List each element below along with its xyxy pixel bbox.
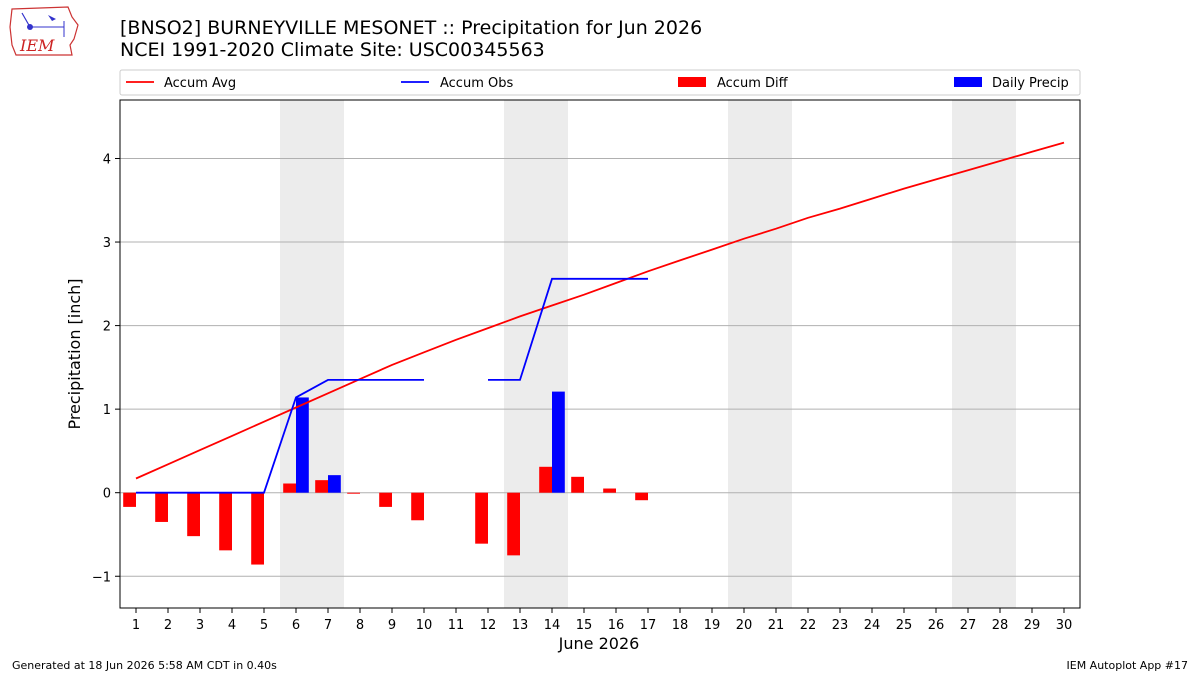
x-tick-label: 11 [448, 618, 465, 633]
daily-precip-bar [552, 391, 565, 493]
accum-diff-bar [315, 480, 328, 493]
x-tick-label: 30 [1056, 618, 1073, 633]
legend-box [119, 69, 1081, 96]
legend-swatch-daily-precip [954, 77, 982, 87]
plot-frame [119, 99, 1081, 609]
x-tick-label: 9 [388, 618, 396, 633]
x-tick-label: 13 [512, 618, 529, 633]
accum-diff-bar [155, 492, 168, 522]
legend-label-daily-precip: Daily Precip [992, 76, 1069, 91]
y-tick-label: 1 [103, 403, 111, 418]
accum-diff-bar [347, 492, 360, 494]
x-tick-label: 23 [832, 618, 849, 633]
app-credit: IEM Autoplot App #17 [1066, 659, 1189, 672]
lines [135, 141, 1065, 494]
iem-iowa-logo-icon: IEM [9, 6, 79, 56]
x-tick-label: 24 [864, 618, 881, 633]
x-tick-label: 27 [960, 618, 977, 633]
accum-diff-bar [379, 492, 392, 507]
x-tick-label: 21 [768, 618, 785, 633]
accum-diff-bar [635, 492, 648, 501]
weekend-shading [280, 100, 1016, 608]
x-tick-label: 10 [416, 618, 433, 633]
x-tick-label: 16 [608, 618, 625, 633]
accum-diff-bar [187, 492, 200, 537]
x-tick-label: 3 [196, 618, 204, 633]
accum-diff-bar [475, 492, 488, 544]
y-tick-label: 3 [103, 236, 111, 251]
logo-text: IEM [19, 36, 55, 55]
weekend-band [952, 100, 1016, 608]
legend: Accum Avg Accum Obs Accum Diff Daily Pre… [119, 69, 1081, 96]
x-tick-label: 25 [896, 618, 913, 633]
y-tick-label: 0 [103, 487, 111, 502]
x-tick-label: 5 [260, 618, 268, 633]
x-tick-label: 12 [480, 618, 497, 633]
accum-diff-bar [123, 492, 136, 507]
x-tick-label: 17 [640, 618, 657, 633]
x-tick-label: 19 [704, 618, 721, 633]
accum-diff-bar [507, 492, 520, 556]
y-tick-label: 2 [103, 320, 111, 335]
chart-title: [BNSO2] BURNEYVILLE MESONET :: Precipita… [120, 17, 703, 39]
accum-diff-bar [411, 492, 424, 521]
accum-diff-bar [219, 492, 232, 551]
x-tick-label: 14 [544, 618, 561, 633]
x-tick-label: 1 [132, 618, 140, 633]
y-axis-label: Precipitation [inch] [65, 278, 84, 429]
daily-precip-bar [328, 475, 341, 493]
daily-precip-bar [296, 397, 309, 493]
weekend-band [280, 100, 344, 608]
x-tick-label: 22 [800, 618, 817, 633]
x-tick-label: 20 [736, 618, 753, 633]
legend-label-accum-avg: Accum Avg [164, 76, 236, 91]
x-tick-label: 2 [164, 618, 172, 633]
accum-diff-bar [571, 476, 584, 493]
x-tick-label: 15 [576, 618, 593, 633]
weekend-band [728, 100, 792, 608]
accum-diff-bar [603, 488, 616, 493]
x-tick-label: 28 [992, 618, 1009, 633]
bars [123, 391, 648, 565]
x-axis-label: June 2026 [558, 634, 640, 653]
chart-subtitle: NCEI 1991-2020 Climate Site: USC00345563 [120, 39, 545, 61]
iem-logo: IEM [8, 5, 80, 63]
legend-label-accum-obs: Accum Obs [440, 76, 513, 91]
x-tick-label: 8 [356, 618, 364, 633]
accum-avg-line [135, 141, 1065, 480]
gridlines [120, 157, 1080, 577]
x-tick-label: 29 [1024, 618, 1041, 633]
accum-obs-line [488, 277, 648, 381]
generated-timestamp: Generated at 18 Jun 2026 5:58 AM CDT in … [12, 659, 277, 672]
x-tick-label: 7 [324, 618, 332, 633]
accum-diff-bar [283, 483, 296, 493]
accum-diff-bar [539, 466, 552, 493]
accum-obs-line [136, 378, 424, 494]
legend-label-accum-diff: Accum Diff [717, 76, 789, 91]
y-tick-label: 4 [103, 152, 111, 167]
y-tick-label: −1 [92, 570, 111, 585]
x-tick-label: 18 [672, 618, 689, 633]
accum-diff-bar [251, 492, 264, 565]
legend-swatch-accum-diff [678, 77, 706, 87]
x-tick-label: 6 [292, 618, 300, 633]
x-tick-label: 26 [928, 618, 945, 633]
x-tick-label: 4 [228, 618, 236, 633]
